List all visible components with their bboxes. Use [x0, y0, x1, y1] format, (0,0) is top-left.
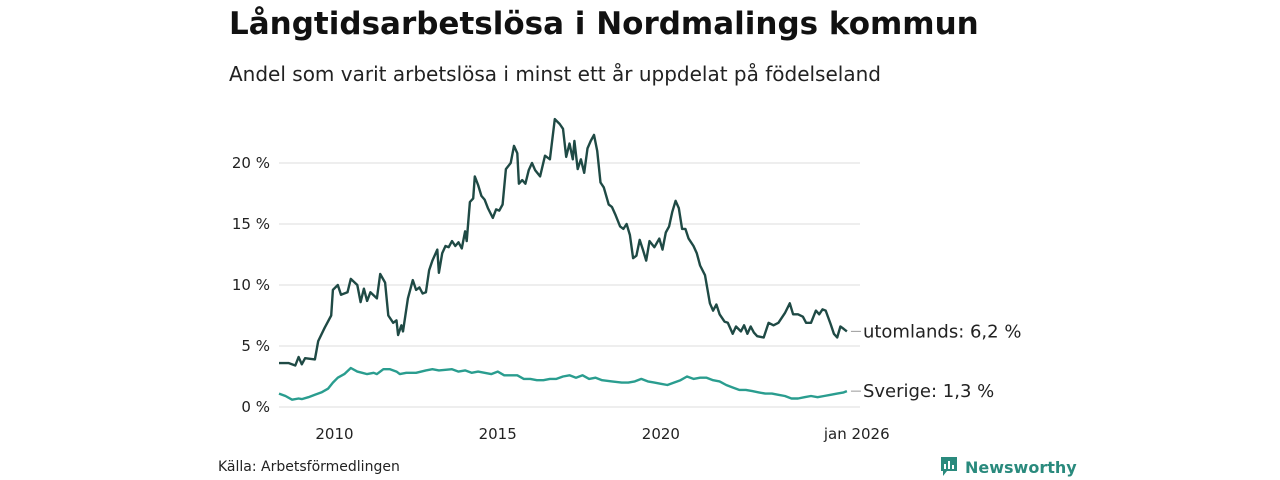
x-tick-label: jan 2026 [823, 425, 890, 443]
end-labels: utomlands: 6,2 % Sverige: 1,3 % [850, 321, 1022, 402]
end-label-utomlands: utomlands: 6,2 % [863, 321, 1022, 342]
newsworthy-logo-icon [941, 457, 957, 476]
series-line-sverige [278, 366, 848, 401]
x-tick-label: 2010 [315, 425, 353, 443]
y-tick-label: 20 % [232, 154, 270, 172]
series-line-utomlands [279, 117, 848, 367]
x-axis-ticks: 2010 2015 2020 jan 2026 [315, 425, 889, 443]
brand-name: Newsworthy [965, 457, 1077, 477]
page-subtitle: Andel som varit arbetslösa i minst ett å… [229, 62, 881, 86]
end-label-sverige: Sverige: 1,3 % [863, 381, 994, 402]
y-tick-label: 10 % [232, 276, 270, 294]
y-tick-label: 0 % [241, 398, 270, 416]
brand-logo[interactable]: Newsworthy [939, 456, 1077, 478]
y-tick-label: 5 % [241, 337, 270, 355]
series-lines [278, 117, 848, 401]
grid-lines [279, 162, 860, 408]
x-tick-label: 2015 [479, 425, 517, 443]
x-tick-label: 2020 [642, 425, 680, 443]
y-tick-label: 15 % [232, 215, 270, 233]
page-title: Långtidsarbetslösa i Nordmalings kommun [229, 6, 979, 42]
source-note: Källa: Arbetsförmedlingen [218, 459, 400, 475]
y-axis-ticks: 0 % 5 % 10 % 15 % 20 % [232, 154, 270, 416]
